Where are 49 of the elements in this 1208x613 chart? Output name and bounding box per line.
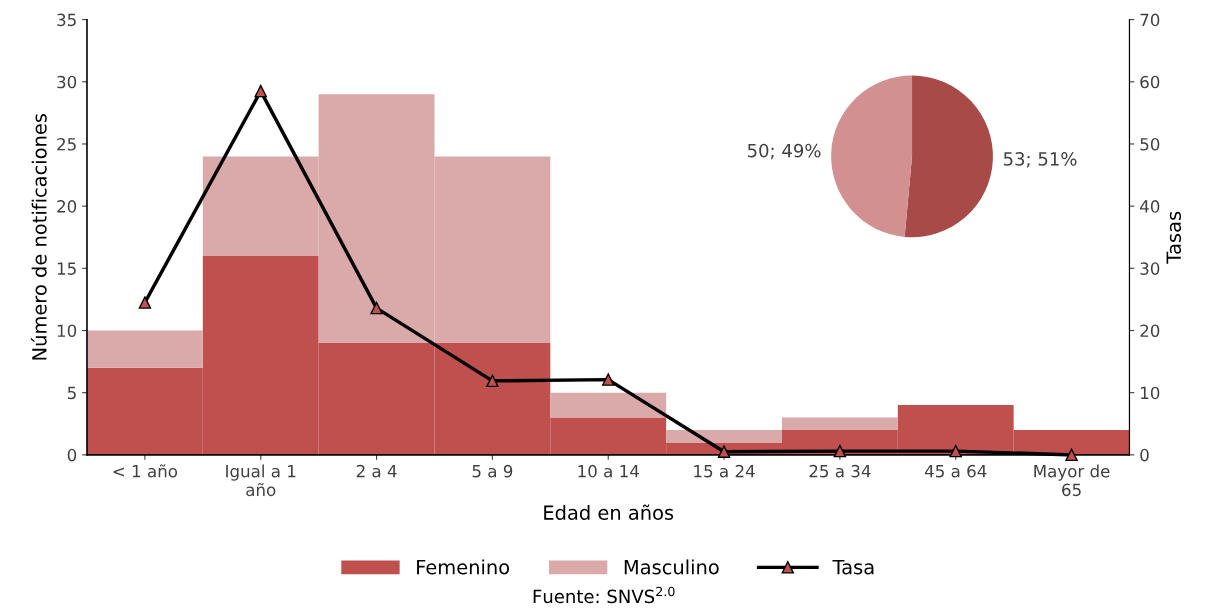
x-tick-label: 15 a 24: [694, 464, 755, 478]
y2-tick-label: 10: [1141, 386, 1160, 400]
y-tick-label: 0: [67, 448, 77, 462]
y-tick-label: 15: [57, 262, 76, 275]
data-label: 53; 51%: [1003, 152, 1077, 168]
pie-slice: [904, 75, 993, 238]
x-axis-title: Edad en años: [544, 504, 674, 520]
bar: [86, 330, 203, 368]
point: [486, 374, 499, 388]
y-axis-title: Número de notificaciones: [30, 113, 47, 360]
y-tick-label: 30: [57, 75, 77, 89]
y-tick-label: 20: [57, 200, 77, 213]
x-tick-label: Igual a 1 año: [226, 464, 296, 497]
source-note: Fuente: SNVS$^{2.0}$: [533, 586, 675, 604]
x-tick-label: 25 a 34: [809, 464, 871, 478]
point: [833, 444, 847, 458]
legend-label: Masculino: [624, 559, 719, 575]
y2-tick-label: 60: [1140, 75, 1160, 89]
y2-tick-label: 50: [1140, 137, 1160, 151]
legend-label: Femenino: [417, 559, 510, 575]
pie-slice: [831, 75, 913, 237]
y-tick-label: 5: [67, 386, 76, 400]
point: [370, 301, 383, 315]
y2-tick-label: 0: [1140, 448, 1149, 462]
point: [1065, 448, 1078, 462]
bar: [781, 417, 898, 430]
x-tick-label: 45 a 64: [924, 464, 987, 478]
y2-tick-label: 70: [1140, 13, 1160, 27]
y-tick-label: 35: [57, 13, 76, 27]
point: [949, 444, 962, 458]
x-tick-label: 10 a 14: [578, 464, 639, 478]
point: [601, 373, 615, 386]
x-tick-label: < 1 año: [113, 464, 178, 478]
bar: [550, 392, 667, 418]
y2-axis-title: Tasas: [1166, 211, 1182, 264]
y2-tick-label: 40: [1140, 200, 1160, 213]
x-tick-label: Mayor de 65: [1034, 464, 1110, 497]
bar: [666, 429, 782, 443]
x-tick-label: 5 a 9: [472, 464, 513, 478]
point: [138, 296, 152, 309]
y-tick-label: 25: [57, 137, 76, 151]
data-label: 50; 49%: [747, 143, 821, 160]
point: [254, 84, 267, 98]
y2-tick-label: 20: [1140, 324, 1160, 338]
x-tick-label: 2 a 4: [356, 464, 397, 478]
y2-tick-label: 30: [1140, 262, 1160, 275]
legend-label: Tasa: [832, 559, 874, 575]
point: [717, 445, 731, 458]
y-tick-label: 10: [57, 324, 77, 338]
